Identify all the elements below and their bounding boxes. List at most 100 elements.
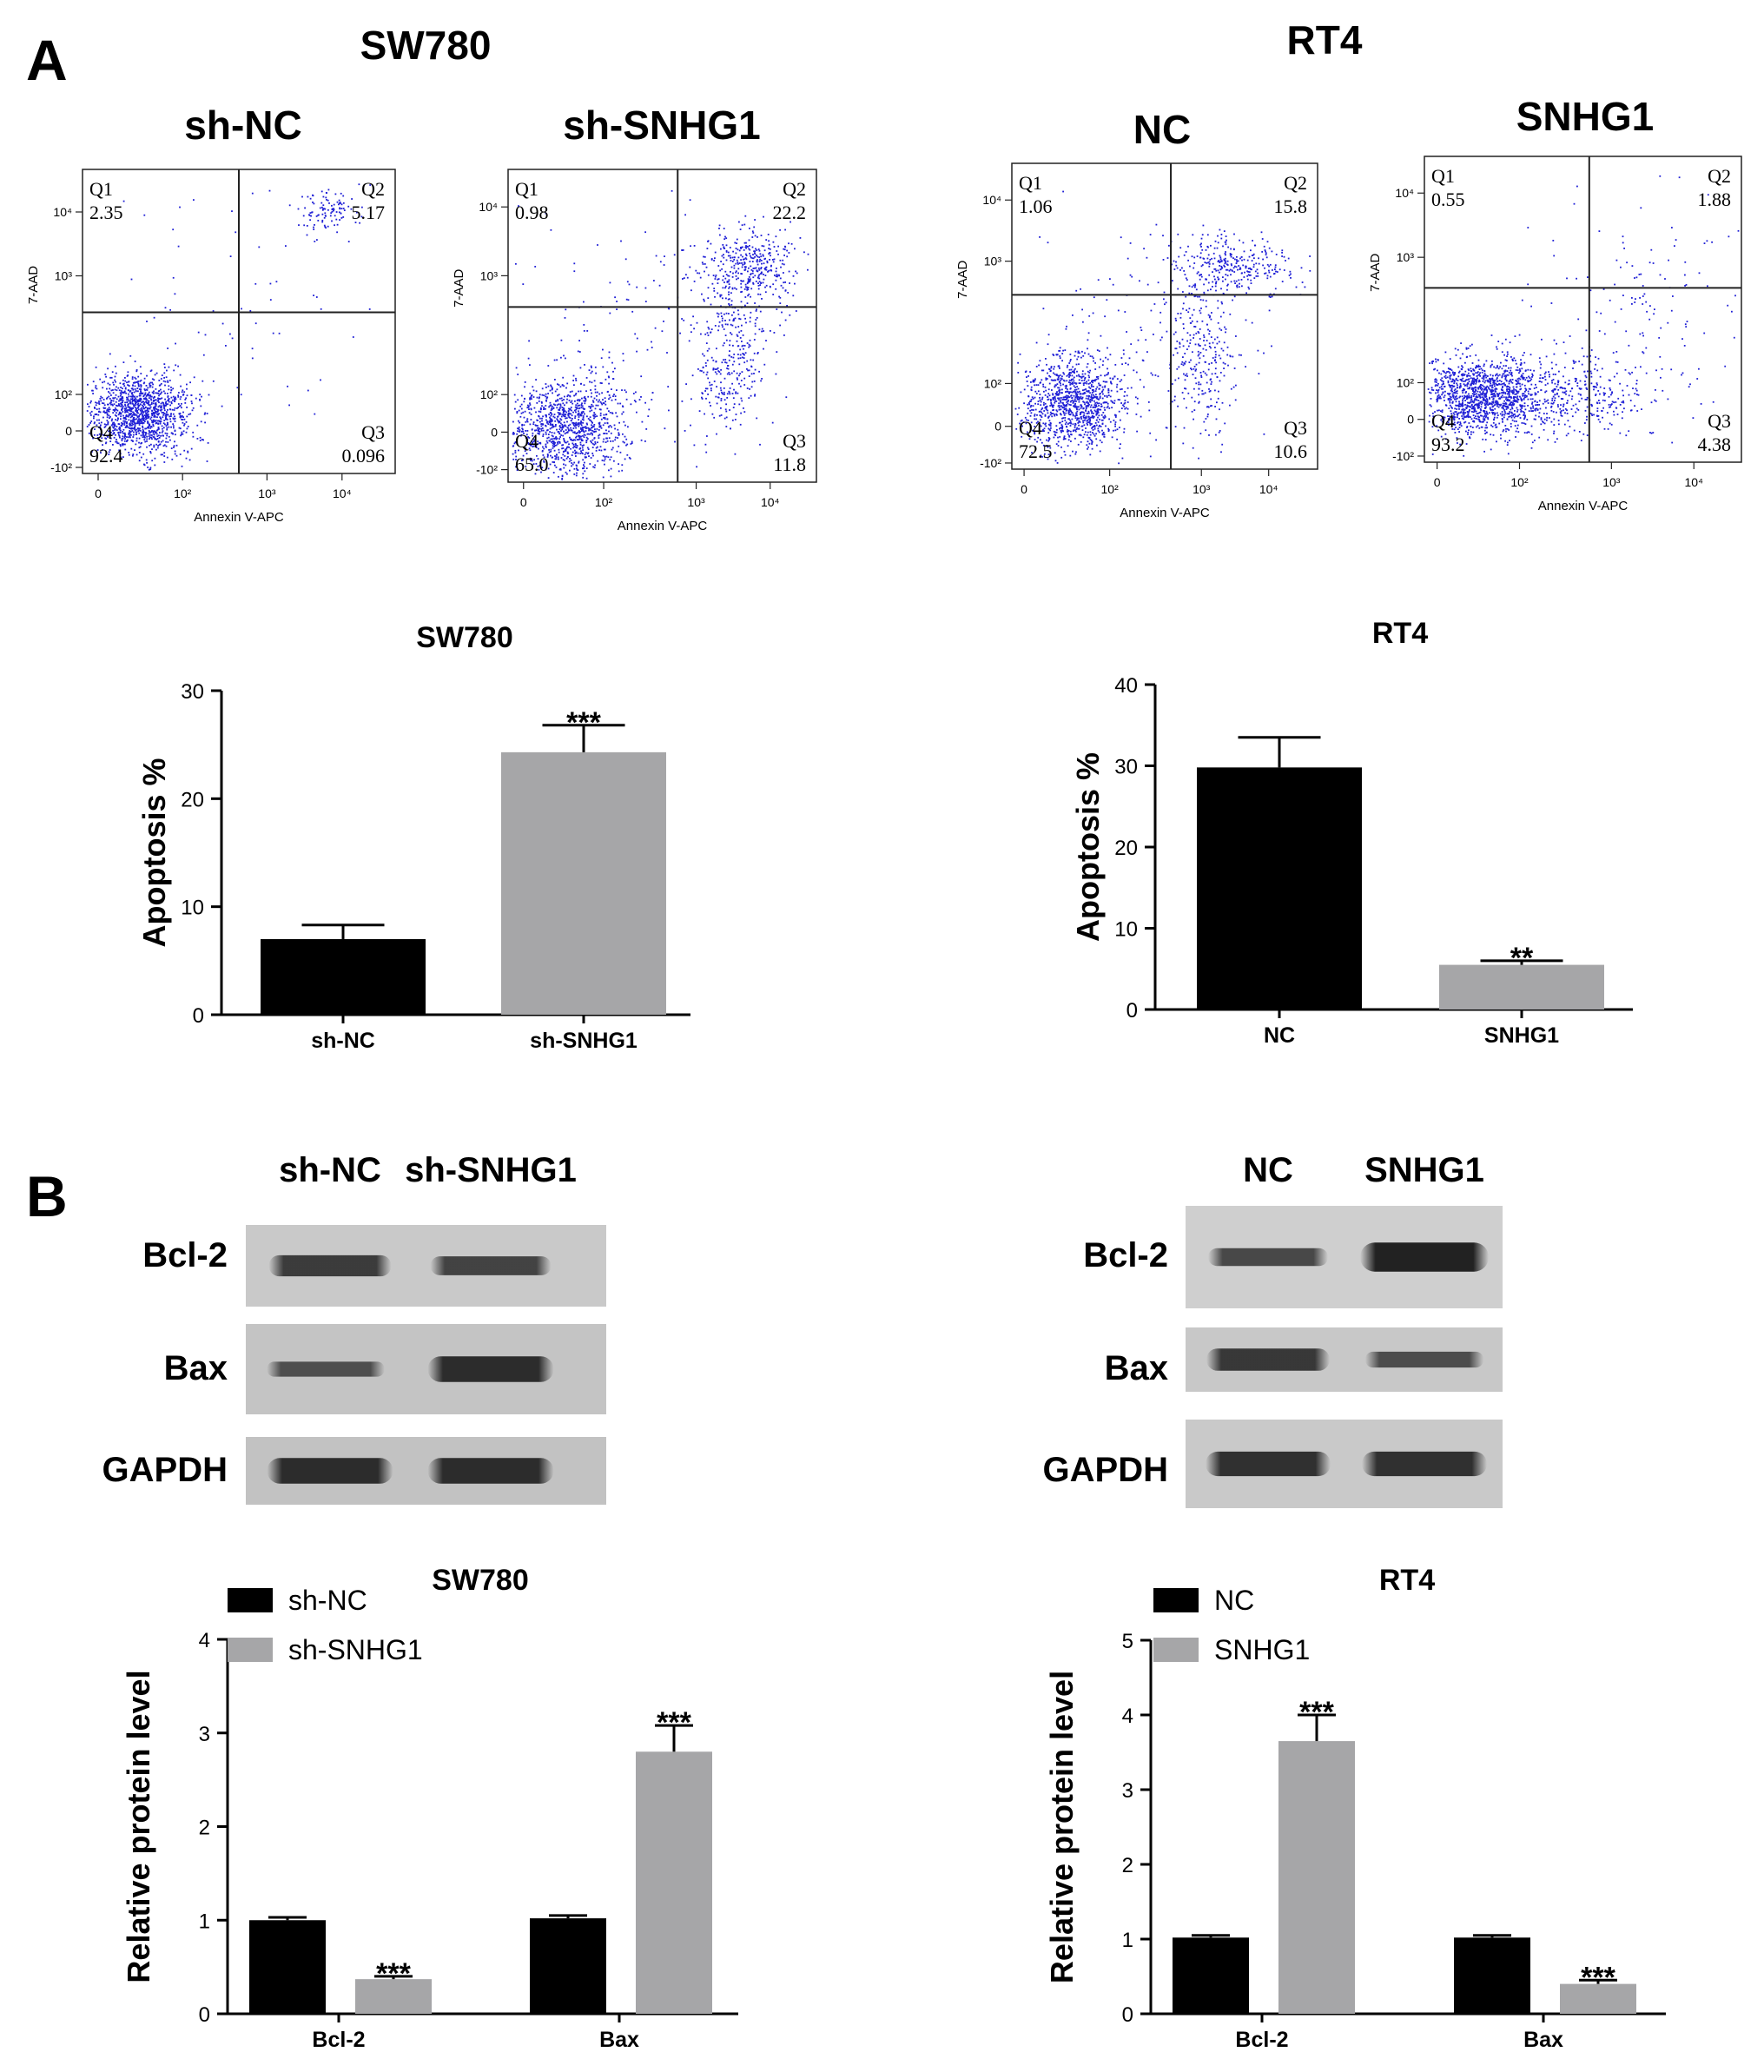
- flow-dot: [162, 440, 164, 442]
- flow-dot: [1128, 357, 1131, 360]
- flow-dot: [162, 430, 164, 432]
- flow-dot: [1212, 252, 1215, 255]
- flow-dot: [757, 284, 760, 287]
- flow-dot: [158, 394, 160, 397]
- flow-dot: [1055, 443, 1058, 445]
- flow-dot: [116, 412, 117, 414]
- flow-dot: [1057, 378, 1060, 381]
- flow-dot: [584, 461, 585, 464]
- flow-dot: [547, 423, 550, 425]
- flow-dot: [1234, 258, 1236, 261]
- flow-dot: [157, 445, 159, 447]
- flow-dot: [175, 454, 178, 457]
- flow-dot: [1199, 357, 1201, 360]
- flow-dot: [339, 219, 340, 221]
- flow-dot: [688, 340, 690, 342]
- flow-dot: [1066, 366, 1068, 368]
- quadrant-name: Q4: [515, 430, 538, 452]
- flow-dot: [735, 252, 737, 255]
- flow-dot: [1235, 266, 1238, 268]
- flow-dot: [585, 456, 586, 459]
- flow-dot: [578, 390, 579, 393]
- flow-dot: [596, 394, 598, 397]
- flow-dot: [567, 414, 570, 417]
- flow-dot: [567, 410, 570, 412]
- flow-dot: [1098, 398, 1100, 400]
- flow-dot: [741, 266, 743, 268]
- flow-dot: [519, 405, 522, 407]
- flow-dot: [1181, 392, 1184, 394]
- flow-dot: [1101, 433, 1104, 435]
- flow-dot: [629, 458, 631, 460]
- flow-dot: [126, 440, 129, 442]
- flow-dot: [1206, 340, 1208, 341]
- flow-dot: [1082, 384, 1085, 387]
- flow-dot: [1093, 426, 1096, 428]
- flow-dot: [1268, 295, 1271, 298]
- flow-dot: [160, 453, 162, 456]
- flow-dot: [1027, 407, 1029, 410]
- flow-dot: [598, 423, 601, 426]
- flow-dot: [1122, 404, 1124, 407]
- flow-dot: [1220, 265, 1223, 268]
- flow-dot: [1186, 407, 1187, 409]
- flow-dot: [1060, 413, 1061, 415]
- flow-dot: [564, 317, 566, 319]
- flow-dot: [543, 460, 545, 462]
- flow-dot: [1099, 393, 1100, 395]
- flow-dot: [540, 429, 543, 432]
- flow-dot: [106, 398, 108, 400]
- flow-dot: [728, 275, 730, 277]
- flow-dot: [1172, 280, 1173, 281]
- flow-dot: [231, 210, 233, 212]
- flow-dot: [573, 425, 576, 427]
- flow-dot: [684, 214, 686, 216]
- flow-dot: [736, 334, 738, 336]
- flow-dot: [1072, 402, 1074, 404]
- flow-dot: [537, 432, 539, 434]
- flow-dot: [207, 442, 209, 444]
- flow-dot: [1214, 389, 1216, 392]
- flow-dot: [746, 286, 748, 288]
- flow-dot: [335, 211, 338, 213]
- flow-dot: [1139, 379, 1141, 381]
- flow-dot: [520, 434, 522, 437]
- flow-dot: [751, 261, 754, 262]
- flow-dot: [545, 407, 546, 410]
- flow-dot: [715, 395, 717, 398]
- flow-dot: [731, 324, 734, 327]
- flow-dot: [733, 361, 736, 363]
- flow-dot: [617, 437, 618, 439]
- flow-dot: [1113, 400, 1116, 402]
- flow-dot: [1126, 412, 1128, 414]
- flow-dot: [1237, 260, 1239, 262]
- flow-dot: [118, 449, 121, 452]
- flow-dot: [741, 356, 743, 359]
- flow-dot: [561, 407, 564, 408]
- flow-dot: [1199, 252, 1202, 255]
- flow-dot: [740, 254, 742, 256]
- flow-dot: [199, 436, 202, 439]
- flow-dot: [530, 460, 532, 461]
- flow-dot: [763, 249, 766, 252]
- flow-dot: [743, 261, 746, 263]
- flow-dot: [1068, 372, 1071, 374]
- flow-dot: [736, 288, 737, 290]
- flow-dot: [564, 424, 566, 427]
- flow-dot: [547, 393, 549, 394]
- flow-dot: [120, 418, 122, 420]
- flow-dot: [723, 328, 725, 330]
- flow-dot: [1214, 406, 1216, 407]
- flow-dot: [1228, 269, 1231, 272]
- flow-dot: [726, 367, 728, 369]
- flow-dot: [1124, 401, 1126, 404]
- flow-dot: [1214, 356, 1217, 359]
- flow-dot: [146, 394, 149, 396]
- flow-plot-frame: [507, 169, 817, 483]
- flow-dot: [114, 410, 116, 412]
- flow-dot: [110, 400, 113, 401]
- flow-dot: [1075, 395, 1078, 398]
- flow-dot: [142, 414, 143, 417]
- flow-dot: [638, 399, 641, 400]
- flow-dot: [147, 408, 149, 410]
